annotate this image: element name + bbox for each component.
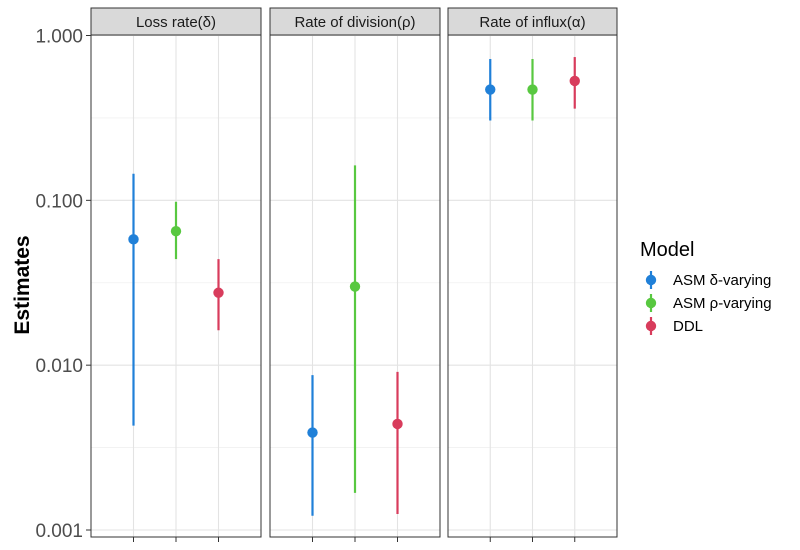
facet-strip: [90, 7, 262, 36]
facet-panels: Loss rate(δ) Rate of division(ρ) Rate of i…: [90, 7, 618, 542]
legend-item: DDL: [645, 317, 703, 335]
y-tick-label: 1.000: [35, 27, 83, 48]
estimate-point: [349, 281, 361, 292]
legend-label: DDL: [673, 318, 703, 335]
legend: Model ASM δ-varying ASM ρ-varying DDL: [640, 239, 772, 335]
y-tick-label: 0.010: [35, 356, 83, 377]
facet-panel: Rate of division(ρ): [269, 7, 441, 542]
legend-key-point: [645, 274, 657, 286]
y-axis-ticks: 0.001 0.010 0.100 1.000: [35, 27, 91, 542]
legend-label: ASM ρ-varying: [673, 295, 772, 312]
facet-strip: [447, 7, 618, 36]
estimate-point: [170, 225, 182, 237]
legend-key-point: [645, 297, 657, 309]
legend-key-point: [645, 320, 657, 332]
legend-label: ASM δ-varying: [673, 272, 771, 289]
facet-strip-label: Rate of division(ρ): [294, 14, 415, 31]
estimate-point: [213, 287, 224, 298]
y-axis-title: Estimates: [11, 235, 34, 334]
facet-panel: Loss rate(δ): [90, 7, 262, 542]
legend-title: Model: [640, 239, 694, 261]
facet-strip-label: Loss rate(δ): [136, 14, 216, 31]
estimate-point: [569, 75, 580, 87]
estimate-point: [307, 427, 318, 438]
facet-panel: Rate of influx(α): [447, 7, 618, 542]
legend-item: ASM δ-varying: [645, 271, 771, 289]
facet-strip: [269, 7, 441, 36]
y-tick-label: 0.001: [35, 521, 83, 542]
estimate-point: [128, 234, 139, 245]
estimate-point: [485, 84, 496, 95]
estimate-point: [392, 418, 403, 430]
y-tick-label: 0.100: [35, 191, 83, 212]
estimate-point: [527, 84, 538, 95]
facet-strip-label: Rate of influx(α): [479, 14, 585, 31]
legend-item: ASM ρ-varying: [645, 294, 772, 312]
